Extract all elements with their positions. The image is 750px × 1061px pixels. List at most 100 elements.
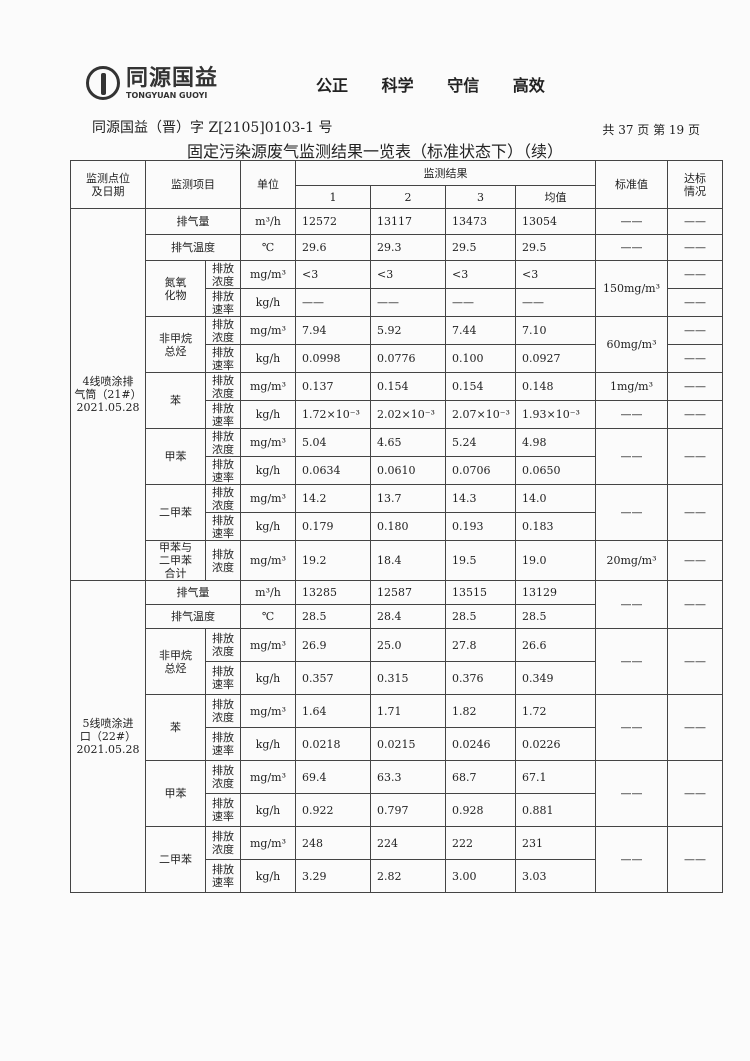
unit: kg/h: [240, 727, 296, 761]
mean-value: 67.1: [515, 760, 596, 794]
table-row: 4线喷涂排 气筒（21#） 2021.05.28 排气量 m³/h 12572 1311…: [70, 208, 723, 581]
mean-value: 0.183: [515, 512, 596, 541]
result-value: 7.44: [445, 316, 516, 345]
mean-value: 29.5: [515, 234, 596, 261]
unit: mg/m³: [240, 316, 296, 345]
table-row: 5线喷涂进 口（22#） 2021.05.28 排气量 m³/h 13285 12587…: [70, 580, 723, 893]
header-results: 监测结果: [295, 160, 596, 186]
table-row: 甲苯 排放 浓度 mg/m³ 5.04 4.65 5.24 4.98 —— ——: [71, 428, 723, 485]
result-value: 0.154: [370, 372, 446, 401]
compliance-status: ——: [667, 540, 723, 581]
sub-item: 排放 速率: [205, 661, 241, 695]
result-value: 5.92: [370, 316, 446, 345]
item-name: 排气量: [145, 580, 241, 605]
standard-value: 60mg/m³: [595, 316, 668, 373]
mean-value: 4.98: [515, 428, 596, 457]
slogan: 公正 科学 守信 高效: [316, 72, 573, 96]
table-row: 二甲苯 排放 浓度 mg/m³ 248 224 222 231 —— ——: [71, 826, 723, 893]
compliance-status: ——: [667, 484, 723, 541]
slogan-word: 科学: [381, 76, 414, 95]
compliance-status: ——: [667, 316, 723, 345]
result-value: 2.82: [370, 859, 446, 893]
result-value: 63.3: [370, 760, 446, 794]
item-name: 非甲烷 总烃: [145, 628, 206, 695]
result-value: 0.315: [370, 661, 446, 695]
standard-value: ——: [595, 234, 668, 261]
mean-value: ——: [515, 288, 596, 317]
sub-item: 排放 浓度: [205, 260, 241, 289]
unit: kg/h: [240, 859, 296, 893]
result-value: 19.2: [295, 540, 371, 581]
sub-item: 排放 速率: [205, 859, 241, 893]
standard-value: 20mg/m³: [595, 540, 668, 581]
result-value: 0.0706: [445, 456, 516, 485]
result-value: 25.0: [370, 628, 446, 662]
result-value: 0.357: [295, 661, 371, 695]
result-value: 3.29: [295, 859, 371, 893]
item-name: 苯: [145, 372, 206, 429]
result-value: 5.24: [445, 428, 516, 457]
compliance-status: ——: [667, 208, 723, 235]
mean-value: 19.0: [515, 540, 596, 581]
result-value: 222: [445, 826, 516, 860]
table-row: 二甲苯 排放 浓度 mg/m³ 14.2 13.7 14.3 14.0 —— ——: [71, 484, 723, 541]
compliance-status: ——: [667, 372, 723, 401]
standard-value: 1mg/m³: [595, 372, 668, 401]
compliance-status: ——: [667, 344, 723, 373]
mean-value: 14.0: [515, 484, 596, 513]
slogan-word: 公正: [316, 76, 349, 95]
result-value: 0.0610: [370, 456, 446, 485]
sub-item: 排放 速率: [205, 512, 241, 541]
result-value: 1.82: [445, 694, 516, 728]
sub-item: 排放 速率: [205, 793, 241, 827]
result-value: 0.0246: [445, 727, 516, 761]
mean-value: 28.5: [515, 604, 596, 629]
unit: mg/m³: [240, 694, 296, 728]
item-name: 二甲苯: [145, 484, 206, 541]
unit: kg/h: [240, 400, 296, 429]
mean-value: 13054: [515, 208, 596, 235]
standard-value: ——: [595, 208, 668, 235]
sub-item: 排放 速率: [205, 344, 241, 373]
unit: mg/m³: [240, 540, 296, 581]
result-value: ——: [295, 288, 371, 317]
unit: kg/h: [240, 661, 296, 695]
table-title: 固定污染源废气监测结果一览表（标准状态下）（续）: [186, 142, 563, 161]
mean-value: 0.0927: [515, 344, 596, 373]
location-date: 5线喷涂进 口（22#） 2021.05.28: [70, 580, 146, 893]
sub-item: 排放 速率: [205, 456, 241, 485]
unit: ℃: [240, 234, 296, 261]
compliance-status: ——: [667, 826, 723, 893]
item-name: 氮氧 化物: [145, 260, 206, 317]
result-value: 5.04: [295, 428, 371, 457]
result-value: 29.5: [445, 234, 516, 261]
unit: mg/m³: [240, 260, 296, 289]
slogan-word: 高效: [512, 76, 545, 95]
mean-value: 1.72: [515, 694, 596, 728]
compliance-status: ——: [667, 694, 723, 761]
location-date: 4线喷涂排 气筒（21#） 2021.05.28: [70, 208, 146, 581]
unit: mg/m³: [240, 484, 296, 513]
unit: m³/h: [240, 580, 296, 605]
compliance-status: ——: [667, 234, 723, 261]
sub-item: 排放 浓度: [205, 628, 241, 662]
sub-item: 排放 浓度: [205, 372, 241, 401]
result-value: 0.154: [445, 372, 516, 401]
logo-name-cn: 同源国益: [126, 65, 219, 91]
result-value: 224: [370, 826, 446, 860]
result-value: ——: [445, 288, 516, 317]
table-row: 非甲烷 总烃 排放 浓度 mg/m³ 26.9 25.0 27.8 26.6 —— ——: [71, 628, 723, 695]
sub-item: 排放 浓度: [205, 484, 241, 513]
table-row: 非甲烷 总烃 排放 浓度 mg/m³ 7.94 5.92 7.44 7.10 60mg/m³ —…: [71, 316, 723, 373]
result-value: 19.5: [445, 540, 516, 581]
sub-item: 排放 速率: [205, 727, 241, 761]
result-value: 0.0776: [370, 344, 446, 373]
document-number: 同源国益（晋）字 Z[2105]0103-1 号: [92, 120, 333, 136]
result-value: 0.922: [295, 793, 371, 827]
table-row: 甲苯与 二甲苯 合计 排放 浓度 mg/m³ 19.2 18.4 19.5 19.0 20mg…: [71, 540, 723, 581]
unit: kg/h: [240, 512, 296, 541]
header-col-mean: 均值: [515, 185, 596, 209]
unit: mg/m³: [240, 760, 296, 794]
result-value: 13473: [445, 208, 516, 235]
compliance-status: ——: [667, 400, 723, 429]
